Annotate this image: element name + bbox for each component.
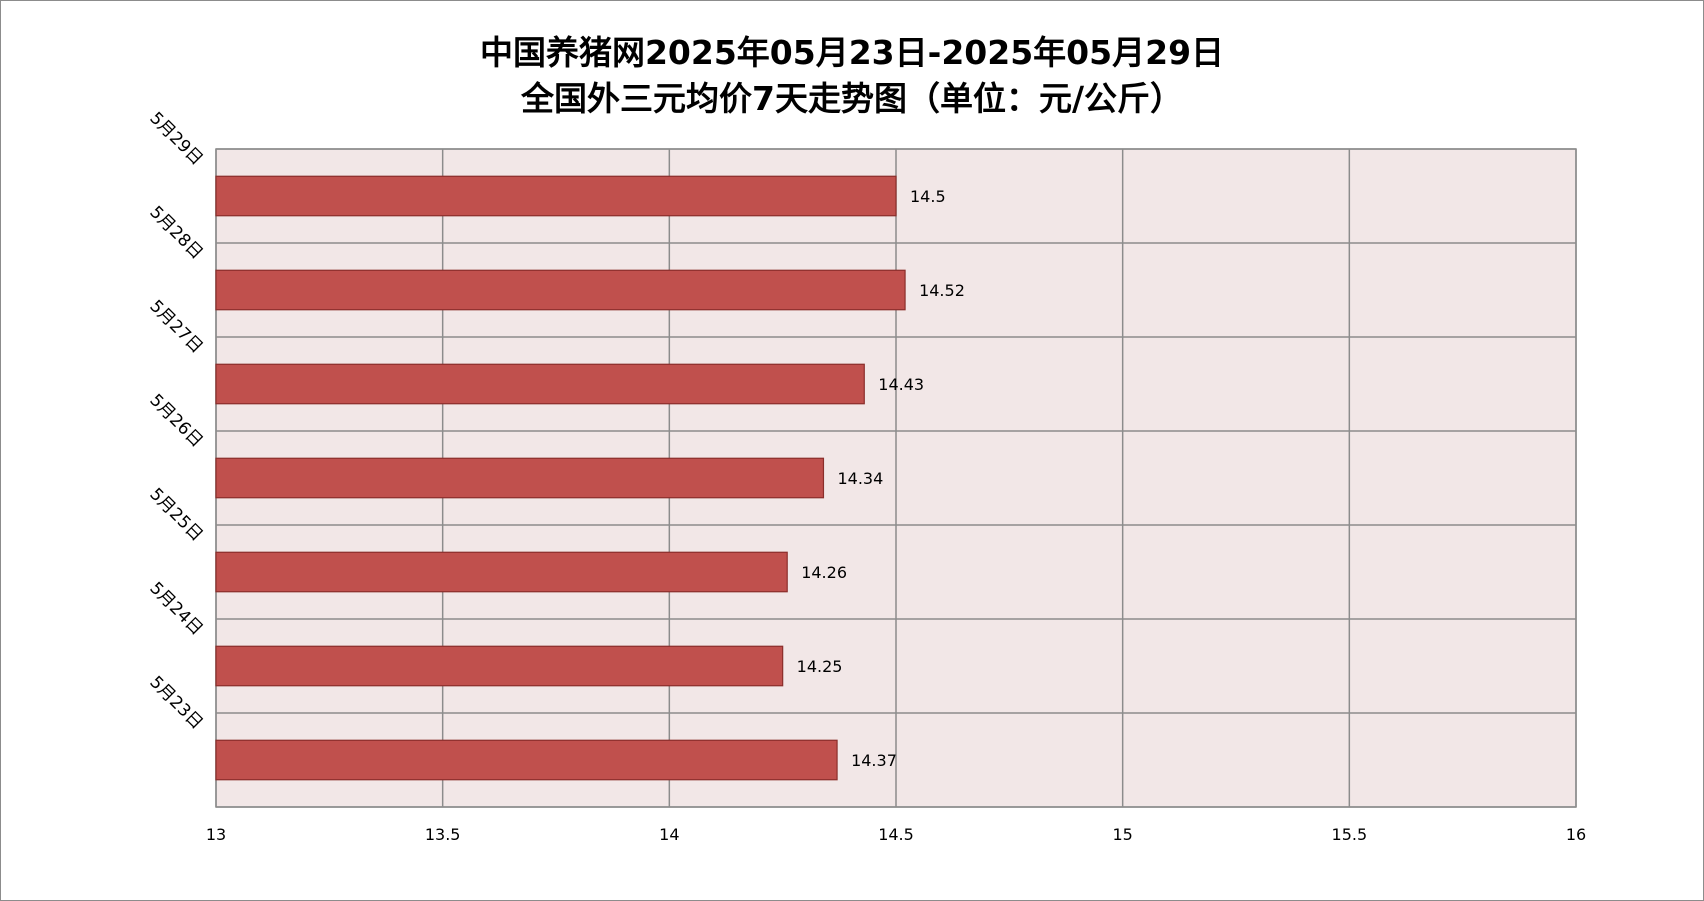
x-tick-label: 14.5: [878, 825, 914, 844]
bar-5: [215, 551, 788, 593]
bars: [215, 175, 906, 781]
data-label: 14.37: [851, 751, 897, 770]
data-labels: 14.5 14.52 14.43 14.34 14.26 14.25 14.37: [797, 187, 965, 770]
bar-1: [215, 175, 897, 217]
data-label: 14.43: [878, 375, 924, 394]
category-label: 5月24日: [145, 578, 206, 639]
x-tick-label: 13: [206, 825, 226, 844]
bar-2: [215, 269, 906, 311]
x-tick-label: 13.5: [425, 825, 461, 844]
category-label: 5月27日: [145, 296, 206, 357]
bar-3: [215, 363, 865, 405]
category-label: 5月23日: [145, 672, 206, 733]
gridlines: [215, 148, 1577, 808]
value-axis-labels: 13 13.5 14 14.5 15 15.5 16: [206, 825, 1586, 844]
bar-4: [215, 457, 825, 499]
data-label: 14.34: [837, 469, 883, 488]
category-label: 5月28日: [145, 202, 206, 263]
category-label: 5月26日: [145, 390, 206, 451]
chart-title-line-1: 中国养猪网2025年05月23日-2025年05月29日: [479, 33, 1225, 72]
x-tick-label: 16: [1566, 825, 1586, 844]
x-tick-label: 15: [1112, 825, 1132, 844]
data-label: 14.52: [919, 281, 965, 300]
chart-title-line-2: 全国外三元均价7天走势图（单位：元/公斤）: [520, 79, 1183, 118]
data-label: 14.26: [801, 563, 847, 582]
bar-6: [215, 645, 784, 687]
x-tick-label: 14: [659, 825, 679, 844]
bar-7: [215, 739, 838, 781]
category-label: 5月25日: [145, 484, 206, 545]
chart-title: 中国养猪网2025年05月23日-2025年05月29日 全国外三元均价7天走势…: [0, 30, 1704, 122]
category-label: 5月29日: [145, 108, 206, 169]
data-label: 14.25: [797, 657, 843, 676]
category-axis-labels: 5月29日 5月28日 5月27日 5月26日 5月25日 5月24日 5月23日: [145, 108, 206, 733]
x-tick-label: 15.5: [1332, 825, 1368, 844]
data-label: 14.5: [910, 187, 946, 206]
